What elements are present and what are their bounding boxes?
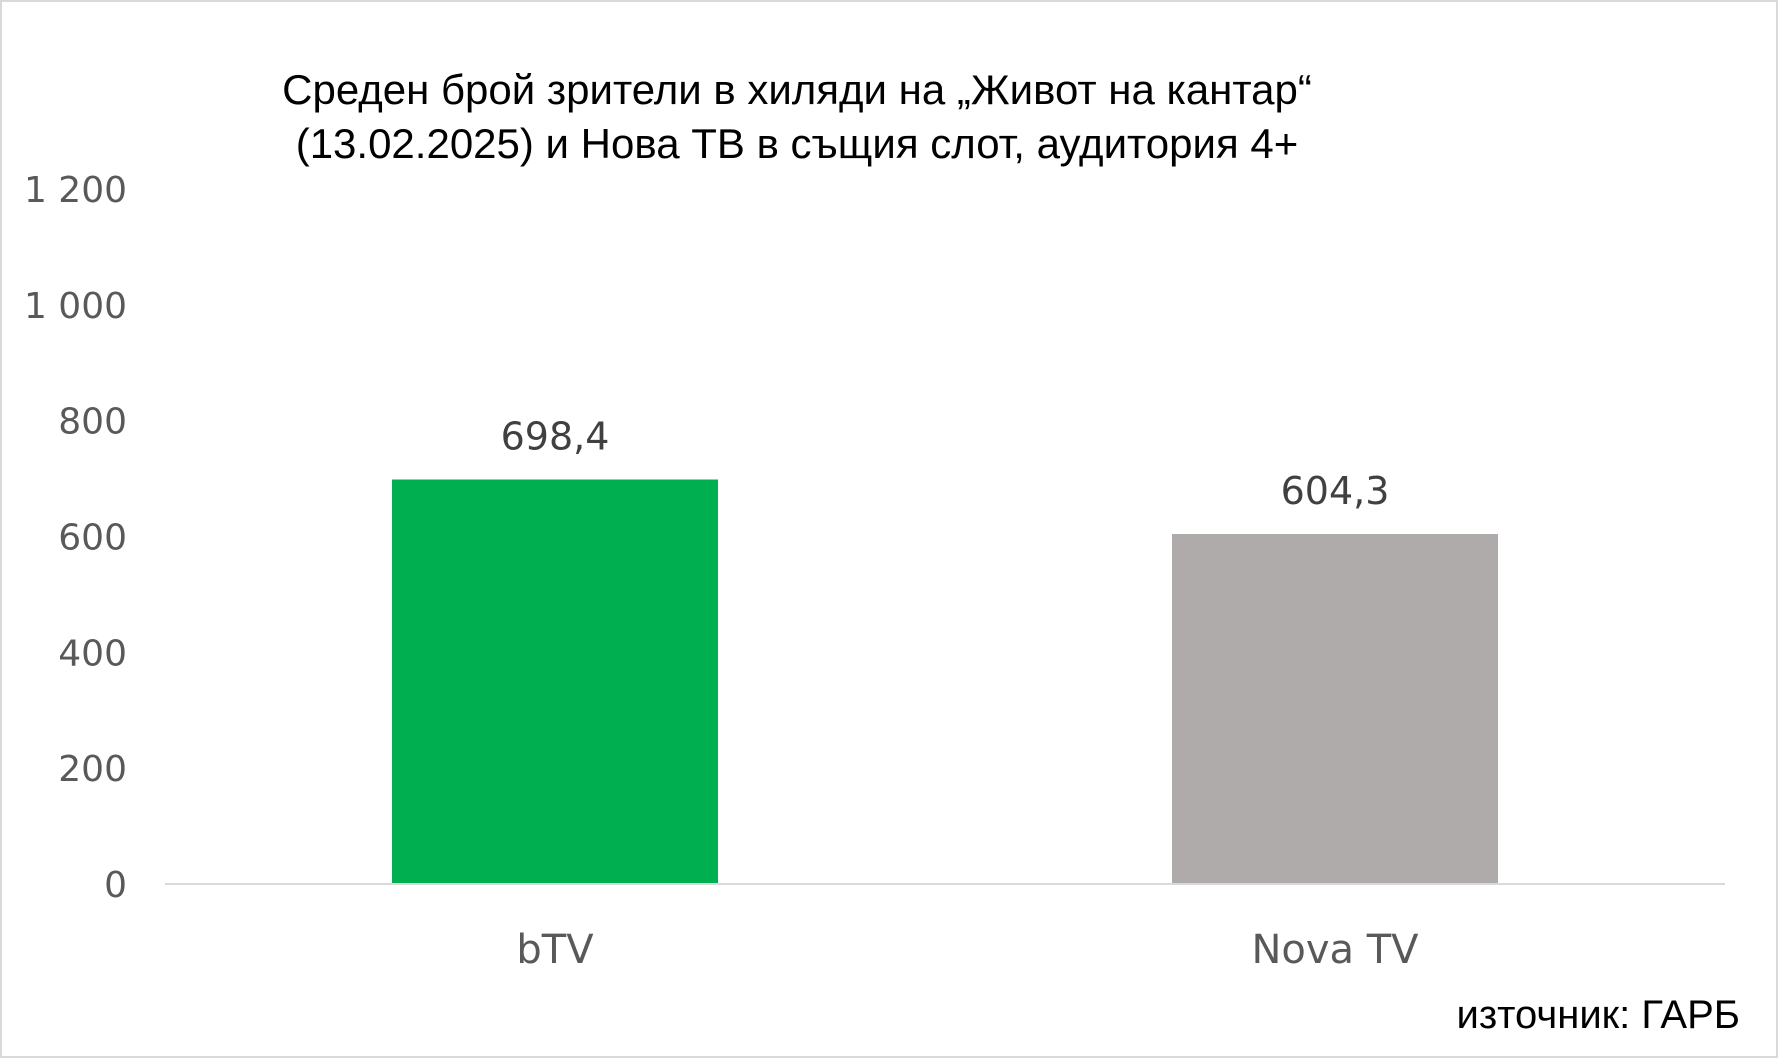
x-axis: bTV Nova TV (516, 927, 1419, 973)
y-tick-label: 600 (58, 518, 127, 559)
x-category-label: bTV (516, 927, 594, 973)
bars (391, 479, 1499, 884)
y-tick-label: 1 200 (24, 170, 127, 211)
y-tick-label: 800 (58, 402, 127, 443)
chart-title-line-2: (13.02.2025) и Нова ТВ в същия слот, ауд… (296, 120, 1299, 167)
data-label: 604,3 (1281, 469, 1390, 513)
y-tick-label: 0 (104, 865, 127, 906)
data-labels: 698,4 604,3 (501, 415, 1390, 513)
y-tick-label: 1 000 (24, 286, 127, 327)
source-note: източник: ГАРБ (1456, 993, 1740, 1037)
y-axis: 0 200 400 600 800 1 000 1 200 (24, 170, 127, 906)
y-tick-label: 400 (58, 633, 127, 674)
y-tick-label: 200 (58, 749, 127, 790)
data-label: 698,4 (501, 415, 610, 459)
chart-title-line-1: Среден брой зрители в хиляди на „Живот н… (282, 66, 1312, 113)
chart-title: Среден брой зрители в хиляди на „Живот н… (282, 66, 1312, 167)
bar-nova-tv (1171, 534, 1499, 884)
x-category-label: Nova TV (1251, 927, 1419, 973)
bar-btv (391, 479, 719, 884)
